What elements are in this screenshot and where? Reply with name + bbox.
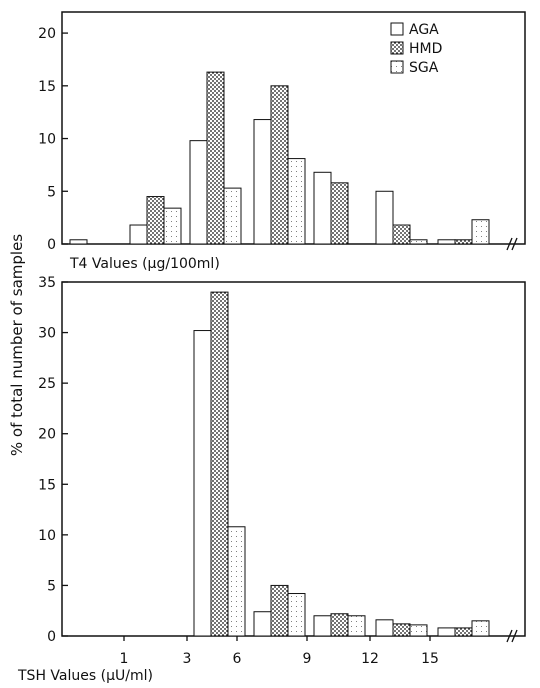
bar-sga bbox=[409, 624, 428, 637]
bar-hmd bbox=[206, 71, 225, 245]
bar-aga bbox=[69, 239, 88, 245]
legend-label-sga: SGA bbox=[409, 60, 439, 76]
y-tick-label: 0 bbox=[47, 237, 56, 253]
bar-hmd bbox=[454, 627, 473, 637]
panel-t4: 0 5 10 15 20 T4 Values (µg/100ml) bbox=[38, 11, 526, 272]
bar-hmd bbox=[330, 182, 349, 245]
bar-hmd bbox=[146, 196, 165, 245]
y-tick-label: 20 bbox=[38, 427, 56, 443]
x-tick-label: 15 bbox=[421, 651, 439, 667]
bar-aga bbox=[129, 224, 148, 245]
bar-hmd bbox=[270, 584, 289, 637]
x-tick-label: 12 bbox=[361, 651, 379, 667]
bar-hmd bbox=[392, 224, 411, 245]
bar-hmd bbox=[454, 239, 473, 245]
y-tick-label: 10 bbox=[38, 132, 56, 148]
bar-aga bbox=[189, 140, 208, 245]
y-tick-label: 30 bbox=[38, 326, 56, 342]
tsh-bars bbox=[193, 291, 490, 637]
bar-sga bbox=[471, 620, 490, 637]
t4-bars bbox=[69, 71, 490, 245]
bar-aga bbox=[253, 119, 272, 245]
y-tick-label: 5 bbox=[47, 184, 56, 200]
shared-y-axis-label: % of total number of samples bbox=[8, 234, 26, 456]
bar-hmd bbox=[330, 613, 349, 637]
y-tick-label: 35 bbox=[38, 275, 56, 291]
bar-aga bbox=[313, 171, 332, 245]
y-tick-label: 0 bbox=[47, 629, 56, 645]
y-tick-label: 5 bbox=[47, 578, 56, 594]
bar-sga bbox=[287, 158, 306, 245]
y-tick-label: 25 bbox=[38, 376, 56, 392]
bar-sga bbox=[471, 219, 490, 245]
bar-sga bbox=[227, 526, 246, 637]
legend-swatch-hmd bbox=[390, 41, 404, 55]
t4-y-ticks: 0 5 10 15 20 bbox=[38, 26, 68, 253]
legend-label-hmd: HMD bbox=[409, 41, 442, 57]
bar-aga bbox=[313, 615, 332, 637]
legend-swatch-aga bbox=[390, 22, 404, 36]
t4-x-axis-label: T4 Values (µg/100ml) bbox=[69, 256, 220, 272]
x-tick-label: 3 bbox=[183, 651, 192, 667]
panel-tsh: 0 5 10 15 20 25 30 35 1 3 6 9 12 15 TSH Values (µU/m… bbox=[17, 275, 526, 684]
y-tick-label: 10 bbox=[38, 528, 56, 544]
bar-aga bbox=[437, 627, 456, 637]
x-tick-label: 9 bbox=[303, 651, 312, 667]
bar-hmd bbox=[210, 291, 229, 637]
x-tick-label: 1 bbox=[120, 651, 129, 667]
bar-hmd bbox=[392, 623, 411, 637]
bar-sga bbox=[223, 187, 242, 245]
tsh-y-ticks: 0 5 10 15 20 25 30 35 bbox=[38, 275, 68, 645]
bar-sga bbox=[409, 239, 428, 245]
legend-swatch-sga bbox=[390, 60, 404, 74]
axis-break-t4 bbox=[506, 237, 518, 251]
tsh-plot-frame bbox=[61, 281, 526, 637]
bar-sga bbox=[287, 593, 306, 637]
axis-break-tsh bbox=[506, 629, 518, 643]
bar-sga bbox=[347, 615, 366, 637]
bar-hmd bbox=[270, 85, 289, 245]
y-tick-label: 15 bbox=[38, 79, 56, 95]
legend-label-aga: AGA bbox=[409, 22, 439, 38]
legend: AGA HMD SGA bbox=[390, 22, 442, 76]
tsh-x-axis-label: TSH Values (µU/ml) bbox=[17, 668, 153, 684]
bar-sga bbox=[163, 207, 182, 245]
bar-aga bbox=[193, 330, 212, 637]
tsh-x-ticks: 1 3 6 9 12 15 bbox=[120, 636, 439, 667]
bar-aga bbox=[253, 611, 272, 637]
y-tick-label: 20 bbox=[38, 26, 56, 42]
bar-aga bbox=[437, 239, 456, 245]
bar-aga bbox=[375, 190, 394, 245]
bar-aga bbox=[375, 619, 394, 637]
x-tick-label: 6 bbox=[233, 651, 242, 667]
y-tick-label: 15 bbox=[38, 477, 56, 493]
